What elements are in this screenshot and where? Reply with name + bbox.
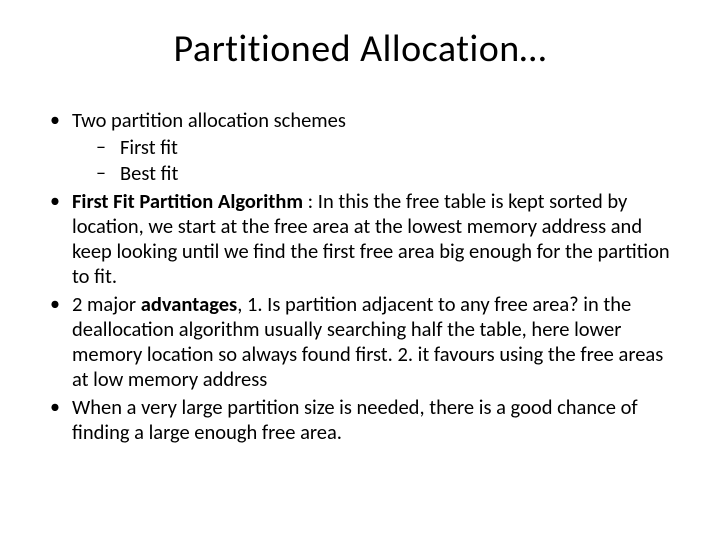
bullet-text: Two partition allocation schemes: [72, 107, 346, 133]
bullet-text: When a very large partition size is need…: [72, 394, 638, 445]
bullet-list: Two partition allocation schemes First f…: [40, 108, 680, 445]
bullet-bold-text: First Fit Partition Algorithm: [72, 188, 303, 214]
bullet-item: When a very large partition size is need…: [40, 395, 680, 445]
bullet-item: 2 major advantages, 1. Is partition adja…: [40, 292, 680, 392]
sub-bullet-text: Best fit: [120, 160, 178, 186]
slide: Partitioned Allocation… Two partition al…: [0, 0, 720, 540]
bullet-text: 2 major: [72, 291, 141, 317]
sub-bullet-item: Best fit: [72, 161, 680, 186]
bullet-item: Two partition allocation schemes First f…: [40, 108, 680, 186]
slide-title: Partitioned Allocation…: [40, 26, 680, 72]
sub-bullet-text: First fit: [120, 134, 178, 160]
bullet-bold-text: advantages: [141, 291, 237, 317]
bullet-item: First Fit Partition Algorithm : In this …: [40, 189, 680, 289]
sub-bullet-item: First fit: [72, 135, 680, 160]
sub-bullet-list: First fit Best fit: [72, 135, 680, 186]
